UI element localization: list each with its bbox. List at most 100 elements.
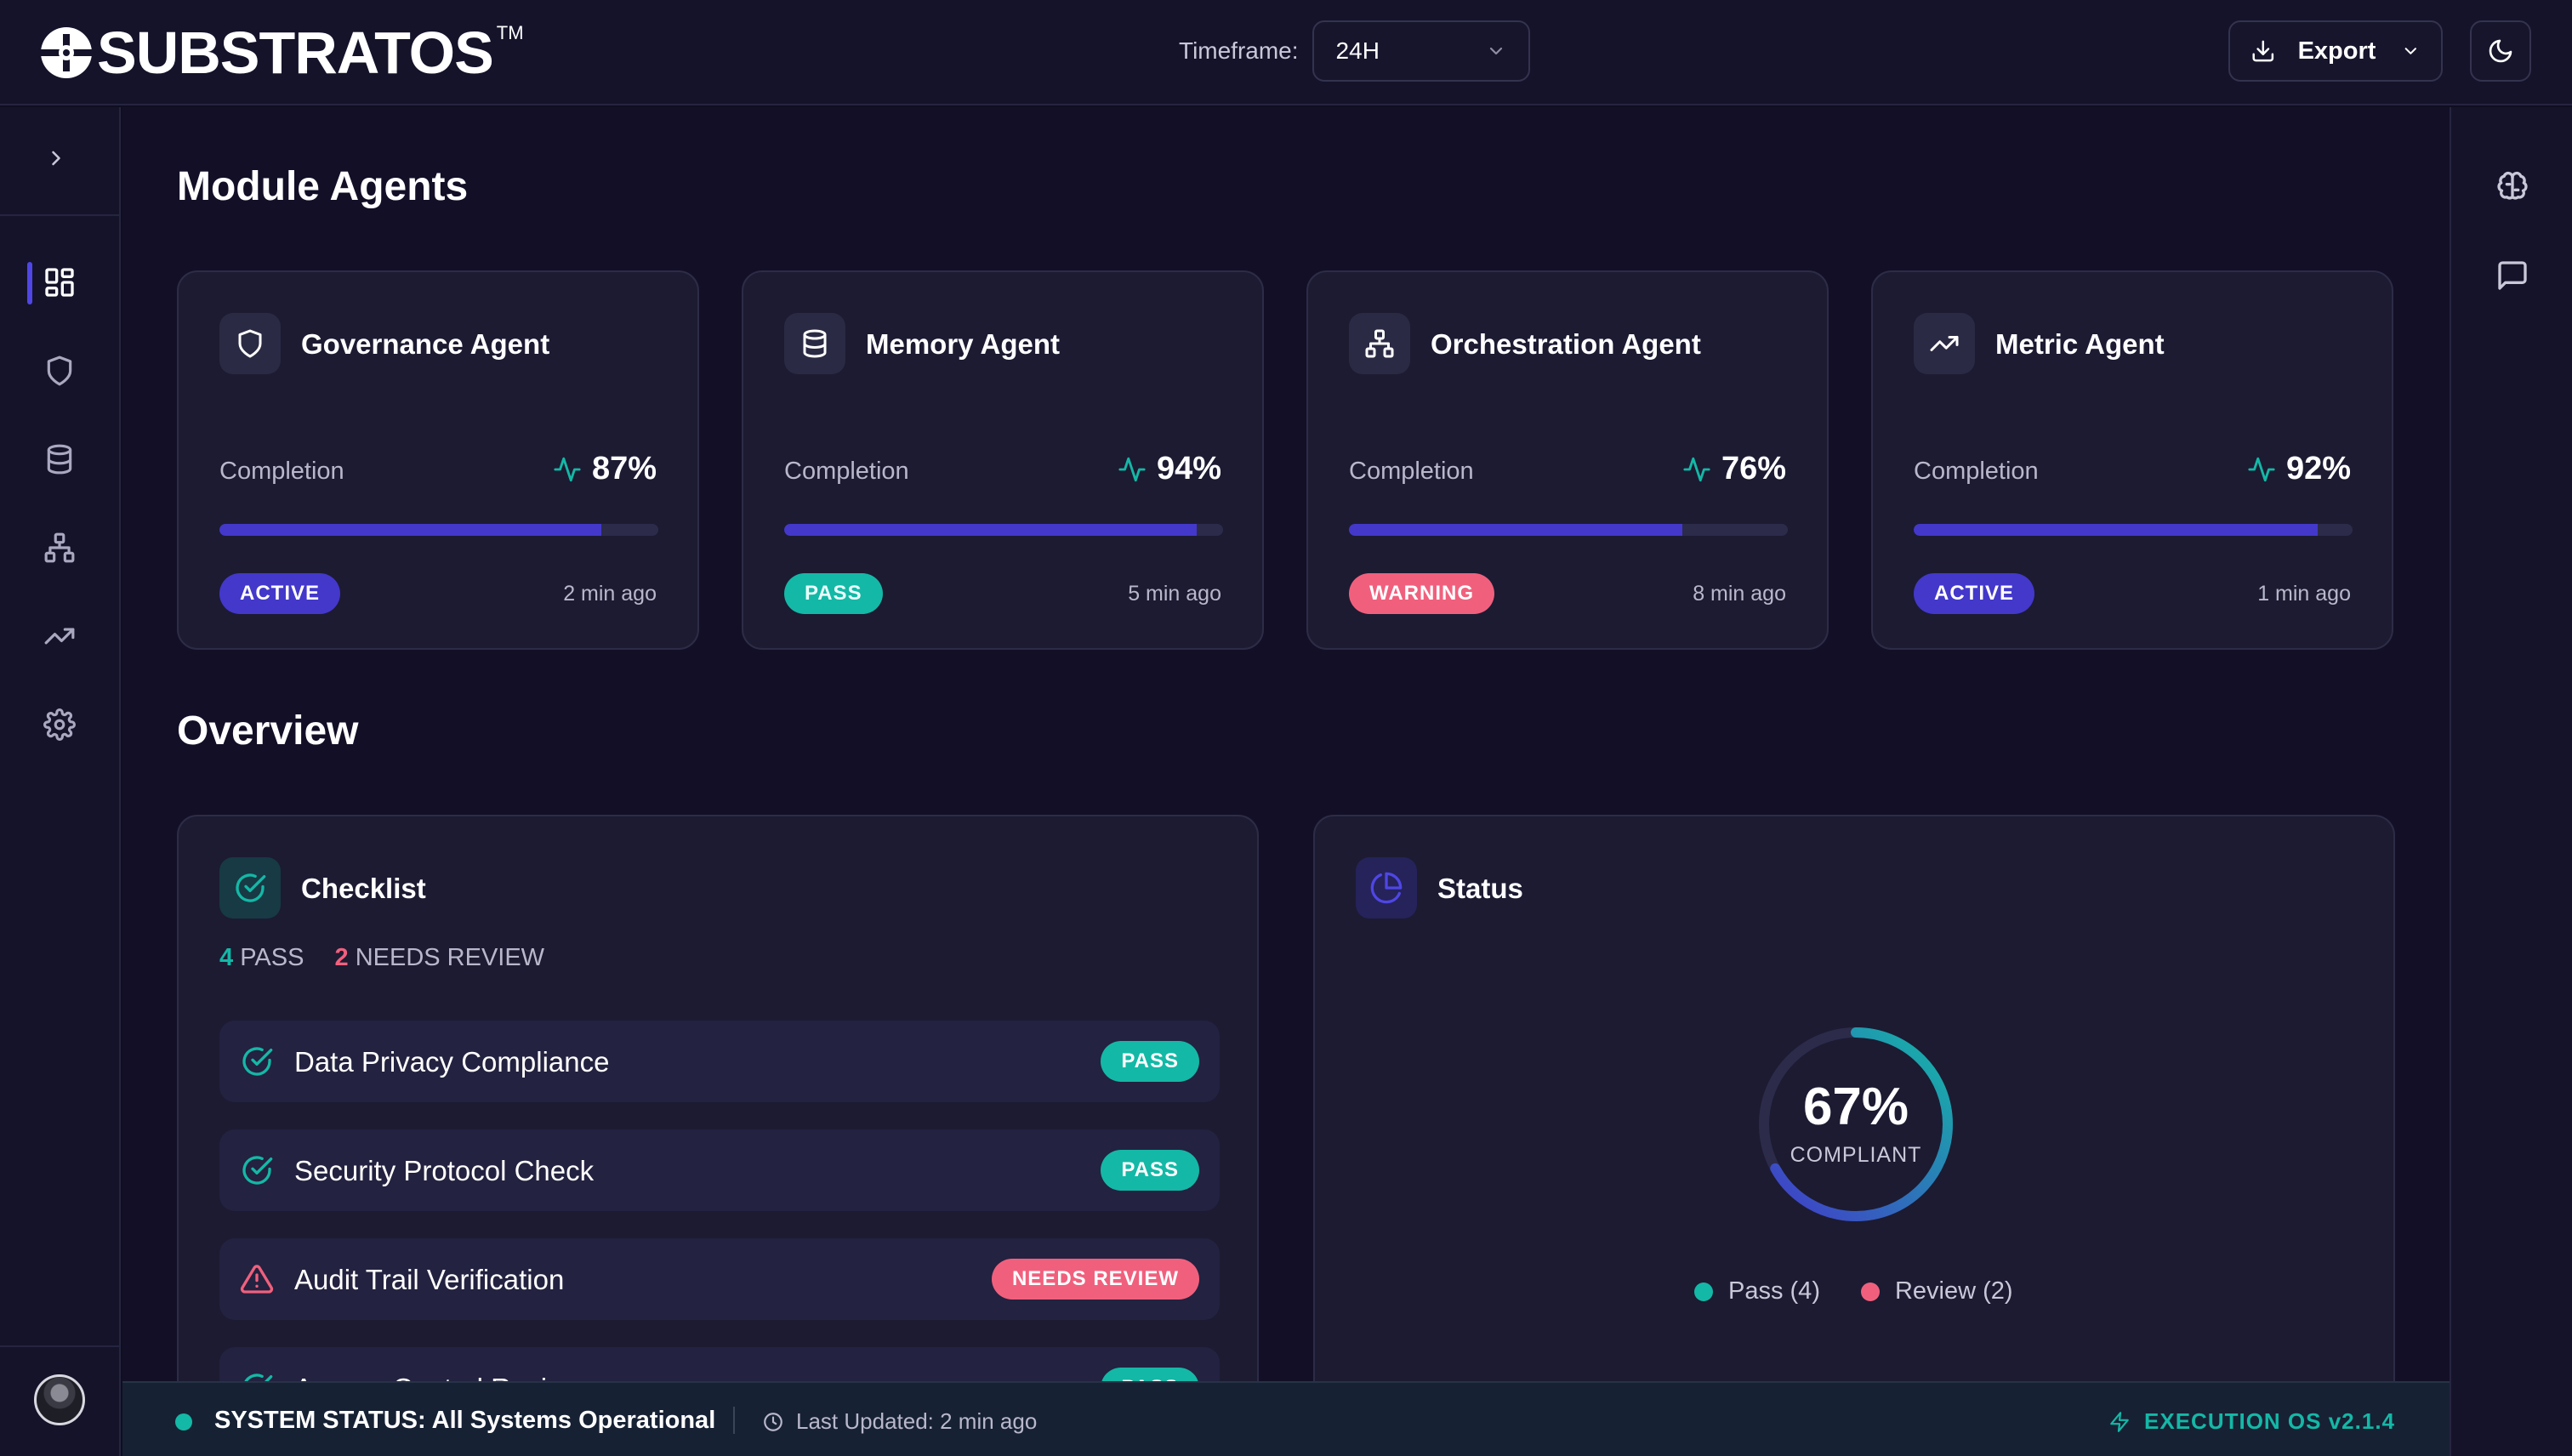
legend-dot-pass — [1694, 1282, 1713, 1301]
progress-fill — [219, 524, 601, 536]
os-version: EXECUTION OS v2.1.4 — [2108, 1408, 2395, 1435]
updated-time: 8 min ago — [1693, 582, 1786, 606]
progress-fill — [1349, 524, 1683, 536]
status-badge: ACTIVE — [1914, 573, 2035, 614]
status-badge: WARNING — [1349, 573, 1494, 614]
completion-percent: 92% — [2285, 451, 2351, 486]
rail-item-ai[interactable] — [2492, 167, 2533, 208]
review-count: 2 — [334, 944, 349, 971]
sidebar-item-governance[interactable] — [39, 350, 80, 391]
checklist-title: Checklist — [301, 873, 426, 904]
status-badge: PASS — [1101, 1041, 1199, 1082]
legend-review-label: Review (2) — [1894, 1277, 2013, 1305]
updated-time: 2 min ago — [563, 582, 657, 606]
completion-value: 76% — [1682, 451, 1786, 487]
checklist-item[interactable]: Data Privacy Compliance PASS — [219, 1021, 1220, 1102]
status-separator — [733, 1407, 735, 1434]
sidebar-item-settings[interactable] — [39, 704, 80, 745]
database-icon — [47, 444, 72, 475]
updated-time: 5 min ago — [1128, 582, 1221, 606]
updated-time: 1 min ago — [2257, 582, 2351, 606]
completion-value: 87% — [553, 451, 657, 487]
lightning-icon — [2110, 1411, 2129, 1432]
logo[interactable]: SUBSTRATOS TM — [39, 22, 524, 83]
active-indicator — [27, 262, 32, 304]
legend-review: Review (2) — [1860, 1277, 2013, 1305]
agent-card-memory[interactable]: Memory Agent Completion 94% PASS 5 min a… — [742, 270, 1264, 650]
completion-percent: 87% — [591, 451, 657, 486]
progress-bar — [784, 524, 1223, 536]
pass-label: PASS — [240, 944, 304, 971]
shield-icon — [47, 355, 72, 386]
chevron-right-icon — [52, 151, 60, 166]
completion-percent: 76% — [1721, 451, 1786, 486]
chevron-down-icon — [2405, 48, 2417, 54]
activity-icon — [1683, 457, 1710, 481]
agent-icon-box — [1349, 313, 1410, 374]
user-avatar[interactable] — [34, 1374, 85, 1425]
pie-chart-icon — [1370, 872, 1403, 904]
donut-arc — [1759, 1027, 1953, 1221]
completion-label: Completion — [784, 458, 909, 485]
progress-bar — [219, 524, 658, 536]
left-sidebar — [0, 107, 121, 1456]
status-title: Status — [1437, 873, 1523, 904]
agent-icon-box — [784, 313, 845, 374]
shield-icon — [238, 329, 262, 358]
network-icon — [44, 532, 75, 563]
legend-dot-review — [1860, 1282, 1880, 1301]
agent-icon-box — [219, 313, 281, 374]
agent-name: Metric Agent — [1995, 328, 2165, 360]
agent-card-metric[interactable]: Metric Agent Completion 92% ACTIVE 1 min… — [1871, 270, 2393, 650]
system-status-dot — [175, 1413, 192, 1430]
agent-card-orchestration[interactable]: Orchestration Agent Completion 76% WARNI… — [1306, 270, 1829, 650]
gear-icon — [43, 708, 76, 741]
agent-name: Governance Agent — [301, 328, 550, 360]
export-button[interactable]: Export — [2228, 20, 2443, 82]
compliance-label: COMPLIANT — [1790, 1143, 1922, 1167]
right-rail — [2450, 107, 2572, 1456]
chat-icon — [2498, 261, 2527, 290]
completion-value: 94% — [1118, 451, 1221, 487]
progress-bar — [1349, 524, 1788, 536]
grid-icon — [45, 268, 74, 297]
agent-card-governance[interactable]: Governance Agent Completion 87% ACTIVE 2… — [177, 270, 699, 650]
logo-mark-icon — [39, 27, 94, 78]
checklist-item[interactable]: Audit Trail Verification NEEDS REVIEW — [219, 1238, 1220, 1320]
completion-label: Completion — [1914, 458, 2039, 485]
theme-toggle-button[interactable] — [2470, 20, 2531, 82]
timeframe-select[interactable]: 24H — [1312, 20, 1530, 82]
checklist-item[interactable]: Access Control Review PASS — [219, 1347, 1220, 1381]
sidebar-item-dashboard[interactable] — [39, 262, 80, 303]
moon-icon — [2489, 39, 2512, 63]
download-icon — [2252, 40, 2274, 62]
status-badge: PASS — [784, 573, 883, 614]
compliance-percent: 67% — [1802, 1078, 1909, 1136]
sidebar-expand-button[interactable] — [39, 141, 73, 175]
compliance-donut: 67% COMPLIANT — [1755, 1024, 1956, 1225]
os-version-text: EXECUTION OS v2.1.4 — [2144, 1408, 2395, 1434]
status-bar: SYSTEM STATUS: All Systems Operational L… — [122, 1381, 2450, 1456]
sidebar-item-memory[interactable] — [39, 439, 80, 480]
last-updated-text: Last Updated: 2 min ago — [796, 1408, 1038, 1434]
clock-icon — [764, 1412, 782, 1431]
pass-count: 4 — [219, 944, 234, 971]
agent-name: Orchestration Agent — [1431, 328, 1701, 360]
chevron-down-icon — [1489, 47, 1502, 55]
legend-pass: Pass (4) — [1694, 1277, 1820, 1305]
rail-item-chat[interactable] — [2492, 255, 2533, 296]
timeframe-control: Timeframe: 24H — [1179, 20, 1530, 82]
sidebar-item-orchestration[interactable] — [39, 527, 80, 568]
timeframe-value: 24H — [1335, 37, 1380, 64]
system-status-text: SYSTEM STATUS: All Systems Operational — [214, 1407, 716, 1434]
status-badge: ACTIVE — [219, 573, 341, 614]
completion-label: Completion — [1349, 458, 1474, 485]
donut-chart — [1759, 1027, 1953, 1221]
checklist-item[interactable]: Security Protocol Check PASS — [219, 1129, 1220, 1211]
last-updated: Last Updated: 2 min ago — [762, 1408, 1037, 1435]
checklist-icon-box — [219, 857, 281, 919]
sidebar-item-metrics[interactable] — [39, 616, 80, 657]
status-badge: PASS — [1101, 1368, 1199, 1381]
brain-icon — [2497, 171, 2528, 200]
overview-title: Overview — [177, 708, 359, 754]
